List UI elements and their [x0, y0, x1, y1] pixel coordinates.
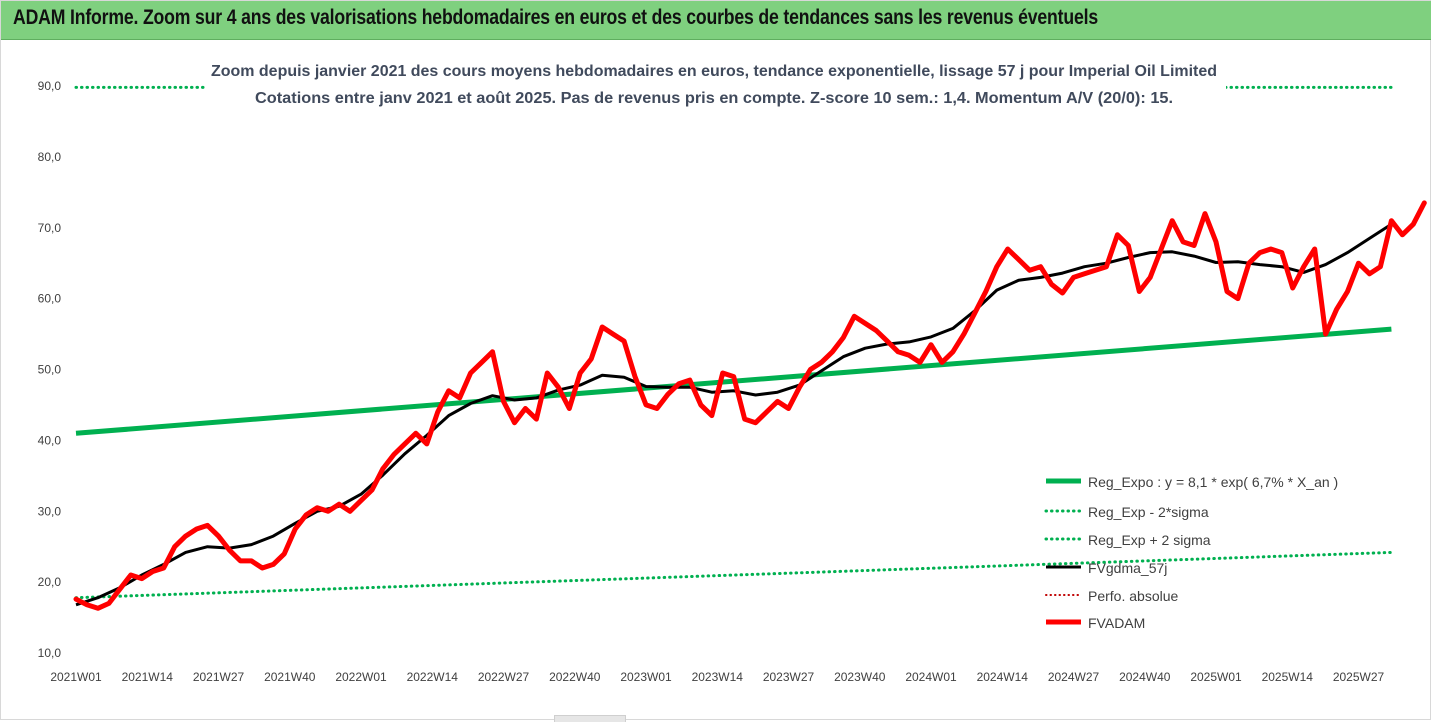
chart-title: Zoom depuis janvier 2021 des cours moyen…: [206, 55, 1226, 107]
legend-label-perfo: Perfo. absolue: [1088, 588, 1178, 604]
chart-title-line1: Zoom depuis janvier 2021 des cours moyen…: [211, 63, 1217, 80]
x-tick-label: 2022W40: [549, 670, 601, 684]
report-header: ADAM Informe. Zoom sur 4 ans des valoris…: [1, 1, 1431, 40]
x-axis: 2021W01 2021W14 2021W27 2021W40 2022W01 2022W…: [50, 670, 1384, 684]
x-tick-label: 2021W27: [193, 670, 245, 684]
x-tick-label: 2024W14: [977, 670, 1029, 684]
y-tick-label: 10,0: [38, 646, 62, 660]
x-tick-label: 2024W40: [1119, 670, 1171, 684]
series-reg-exp-minus-2sigma: [74, 550, 1393, 600]
legend: Reg_Expo : y = 8,1 * exp( 6,7% * X_an ) …: [1044, 474, 1338, 631]
x-tick-label: 2023W14: [692, 670, 744, 684]
legend-label-fvadam: FVADAM: [1088, 615, 1145, 631]
y-tick-label: 50,0: [38, 363, 62, 377]
x-tick-label: 2025W27: [1333, 670, 1385, 684]
y-tick-label: 70,0: [38, 221, 62, 235]
report-title: ADAM Informe. Zoom sur 4 ans des valoris…: [13, 6, 1098, 29]
sheet-tab-handle: [554, 715, 626, 722]
y-axis: 10,0 20,0 30,0 40,0 50,0 60,0 70,0 80,0 90,0: [38, 79, 62, 660]
x-tick-label: 2023W40: [834, 670, 886, 684]
x-tick-label: 2024W01: [905, 670, 957, 684]
x-tick-label: 2024W27: [1048, 670, 1100, 684]
x-tick-label: 2021W40: [264, 670, 316, 684]
x-tick-label: 2022W14: [407, 670, 459, 684]
x-tick-label: 2023W01: [620, 670, 672, 684]
x-tick-label: 2025W14: [1262, 670, 1314, 684]
chart-title-line2: Cotations entre janv 2021 et août 2025. …: [255, 90, 1173, 107]
y-tick-label: 80,0: [38, 150, 62, 164]
x-tick-label: 2022W01: [335, 670, 387, 684]
series-fvgdma-57j: [75, 222, 1393, 607]
legend-label-fvgdma: FVgdma_57j: [1088, 560, 1167, 576]
legend-label-reg-expo: Reg_Expo : y = 8,1 * exp( 6,7% * X_an ): [1088, 474, 1338, 490]
x-tick-label: 2021W14: [122, 670, 174, 684]
y-tick-label: 30,0: [38, 504, 62, 518]
legend-label-reg-exp-plus: Reg_Exp + 2 sigma: [1088, 532, 1211, 548]
chart-title-background: [206, 55, 1226, 101]
y-tick-label: 40,0: [38, 433, 62, 447]
legend-label-reg-exp-minus: Reg_Exp - 2*sigma: [1088, 504, 1209, 520]
x-tick-label: 2022W27: [478, 670, 530, 684]
x-tick-label: 2023W27: [763, 670, 815, 684]
series-fvadam: [73, 200, 1427, 611]
y-tick-label: 90,0: [38, 79, 62, 93]
series-layer: [73, 85, 1427, 611]
x-tick-label: 2025W01: [1190, 670, 1242, 684]
y-tick-label: 20,0: [38, 575, 62, 589]
y-tick-label: 60,0: [38, 292, 62, 306]
x-tick-label: 2021W01: [50, 670, 102, 684]
